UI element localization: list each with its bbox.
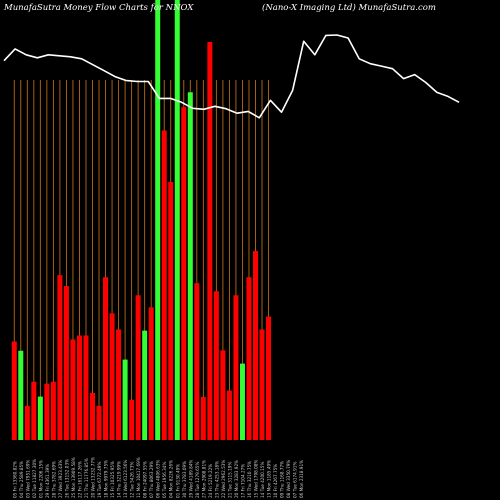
chart-subtitle: (Nano-X Imaging Ltd) MunafaSutra.com xyxy=(262,3,436,13)
x-tick-label: 14 Thu 3219.99% xyxy=(117,461,122,498)
bar xyxy=(174,0,180,440)
bar xyxy=(129,399,135,440)
x-tick-label: 24 Fri 5219.22% xyxy=(208,464,213,498)
x-tick-label: 18 Mon 9979.75% xyxy=(104,460,109,498)
x-tick-label: 19 Tue 6772.49% xyxy=(97,462,102,498)
bar xyxy=(266,316,272,440)
bar xyxy=(50,381,56,440)
bar xyxy=(37,396,43,440)
x-tick-label: 20 Mon 3283.92% xyxy=(234,460,239,498)
x-tick-label: 28 Tue 1279.65% xyxy=(195,462,200,498)
x-tick-label: 05 Tue 1956.34% xyxy=(162,462,167,498)
bar xyxy=(194,283,200,440)
x-tick-label: 15 Fri 10325.95% xyxy=(110,461,115,498)
bar xyxy=(57,275,63,440)
x-tick-label: 13 Mon 1185.49% xyxy=(267,460,272,498)
bar xyxy=(161,130,167,440)
bar xyxy=(83,335,89,440)
x-tick-label: 17 Fri 7104.27% xyxy=(241,464,246,498)
x-tick-label: 28 Thu 3782.69% xyxy=(51,461,56,498)
bar xyxy=(142,330,148,440)
x-tick-label: 30 Thu 3783.09% xyxy=(182,461,187,498)
bar xyxy=(135,295,141,440)
x-tick-label: 01 Fri 9130.49% xyxy=(175,464,180,498)
x-tick-label: 14 Tue 4200.15% xyxy=(260,462,265,498)
x-tick-label: 06 Wed 4806.63% xyxy=(156,460,161,498)
x-tick-label: 22 Wed 2962.53% xyxy=(221,460,226,498)
x-tick-label: 04 Mon 8226.26% xyxy=(169,460,174,498)
bar xyxy=(63,286,69,440)
x-tick-label: 20 Wed 13232.77% xyxy=(91,457,96,498)
x-tick-label: 23 Thu 4253.18% xyxy=(214,461,219,498)
x-tick-label: 13 Wed 6123.56% xyxy=(123,460,128,498)
x-tick-label: 11 Mon 10417.69% xyxy=(136,457,141,498)
x-tick-label: 01 Mon 2206.15% xyxy=(38,460,43,498)
x-tick-label: 08 Wed 3350.79% xyxy=(286,460,291,498)
x-tick-label: 25 Mon 13909.58% xyxy=(71,457,76,498)
bar xyxy=(239,363,245,440)
x-tick-label: 26 Tue 13152.03% xyxy=(64,459,69,498)
x-tick-label: 29 Wed 4189.84% xyxy=(188,460,193,498)
bar xyxy=(103,277,109,440)
x-tick-label: 09 Thu 1168.77% xyxy=(280,461,285,498)
x-tick-label: 16 Thu 3210.75% xyxy=(247,461,252,498)
bar xyxy=(155,0,161,440)
bar xyxy=(168,181,174,440)
bar xyxy=(11,341,17,440)
x-tick-label: 15 Wed 1798.08% xyxy=(254,460,259,498)
bar xyxy=(181,107,187,441)
bar xyxy=(18,350,24,440)
bar xyxy=(116,329,122,440)
bar xyxy=(200,396,206,440)
x-tick-label: 10 Fri 4267.75% xyxy=(273,464,278,498)
x-tick-label: 08 Fri 24097.55% xyxy=(143,461,148,498)
x-tick-label: 07 Thu 8063.29% xyxy=(149,461,154,498)
bar xyxy=(31,381,37,440)
bar xyxy=(76,335,82,440)
bar xyxy=(233,295,239,440)
x-tick-label: 21 Thu 11776.85% xyxy=(84,458,89,498)
x-tick-label: 04 Thu 2589.85% xyxy=(19,461,24,498)
x-tick-label: 07 Tue 6174.91% xyxy=(293,462,298,498)
bar xyxy=(207,42,213,441)
bar xyxy=(122,359,128,440)
x-tick-label: 27 Mon 2908.81% xyxy=(201,460,206,498)
bar xyxy=(44,383,50,440)
bar xyxy=(259,329,265,440)
bar xyxy=(24,405,30,440)
bar xyxy=(96,405,102,440)
bar xyxy=(148,307,154,440)
bar xyxy=(253,251,258,440)
flow-line xyxy=(3,34,460,119)
bar xyxy=(109,313,115,440)
x-tick-label: 12 Tue 5426.73% xyxy=(130,462,135,498)
x-tick-label: 03 Wed 7951.69% xyxy=(25,460,30,498)
bar xyxy=(70,339,76,440)
bar xyxy=(187,92,193,441)
bar xyxy=(213,291,219,440)
x-tick-label: 27 Wed 3923.43% xyxy=(58,460,63,498)
x-tick-label: 02 Tue 11827.30% xyxy=(32,459,37,498)
x-tick-label: 21 Tue 3115.19% xyxy=(227,462,232,498)
bar xyxy=(90,392,95,440)
bar xyxy=(226,390,232,440)
bar xyxy=(220,350,226,440)
chart-title: MunafaSutra Money Flow Charts for NNOX xyxy=(4,3,194,13)
x-tick-label: 22 Fri 16117.26% xyxy=(78,461,83,498)
bar xyxy=(246,277,252,440)
x-tick-label: 29 Fri 4361.39% xyxy=(45,464,50,498)
x-tick-label: 05 Fri 13360.82% xyxy=(12,461,17,498)
x-tick-label: 06 Mon 2318.91% xyxy=(299,460,304,498)
